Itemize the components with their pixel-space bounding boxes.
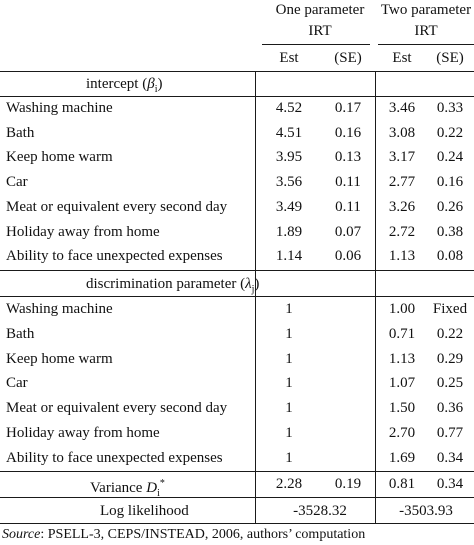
variance-se1: 0.19 [334,476,362,492]
row-se1: 0.13 [334,149,362,166]
row-label: Keep home warm [6,350,113,367]
discrimination-section-title: discrimination parameter (λj) [86,276,260,295]
loglik-value2: -3503.93 [399,503,453,519]
model1-header-rule [262,44,370,45]
est-header-1: Est [279,50,299,66]
row-label: Car [6,174,28,191]
model2-title-line2: IRT [414,23,438,39]
row-est2: 1.13 [388,248,416,265]
est-header-2: Est [392,50,412,66]
row-est1: 1 [285,375,293,392]
row-label: Holiday away from home [6,223,160,240]
row-se2: 0.29 [436,350,464,367]
row-label: Washing machine [6,301,113,317]
label-column-rule [255,71,256,524]
intercept-bottom-rule [0,270,474,271]
intercept-title-rule [0,96,474,97]
row-est2: 3.46 [388,100,416,116]
row-label: Ability to face unexpected expenses [6,449,223,466]
row-se1: 0.11 [335,198,361,215]
row-est1: 4.51 [275,124,303,141]
row-est2: 3.17 [388,149,416,166]
row-est1: 1 [285,449,293,466]
row-se2: 0.25 [436,375,464,392]
row-se2: 0.24 [436,149,464,166]
row-label: Ability to face unexpected expenses [6,248,223,265]
table-bottom-rule [0,523,474,524]
row-label: Meat or equivalent every second day [6,198,228,215]
source-note: Source: PSELL-3, CEPS/INSTEAD, 2006, aut… [2,527,366,542]
variance-label: Variance Di* [90,478,165,499]
row-est1: 4.52 [275,100,303,116]
row-label: Bath [6,124,35,141]
row-est2: 2.72 [388,223,416,240]
row-label: Holiday away from home [6,425,160,441]
model1-title-line1: One parameter [275,2,365,18]
row-se2: 0.33 [436,100,464,116]
row-se1: 0.07 [334,223,362,240]
row-est1: 1 [285,425,293,441]
row-se2: 0.22 [436,124,464,141]
row-est2: 1.07 [388,375,416,392]
variance-est2: 0.81 [388,476,416,492]
row-label: Bath [6,325,35,342]
row-se2: 0.77 [436,425,464,441]
row-est1: 1 [285,301,293,317]
discrimination-title-rule [0,296,474,297]
row-label: Car [6,375,28,392]
model2-title-line1: Two parameter [380,2,472,18]
row-se1: 0.11 [335,174,361,191]
row-est1: 1.89 [275,223,303,240]
row-est1: 1 [285,325,293,342]
row-se1: 0.16 [334,124,362,141]
row-est2: 1.13 [388,350,416,367]
se-header-1: (SE) [334,50,362,66]
row-label: Keep home warm [6,149,113,166]
loglik-value1: -3528.32 [293,503,347,519]
row-label: Washing machine [6,100,113,116]
loglik-label: Log likelihood [100,503,189,519]
row-est1: 1 [285,350,293,367]
variance-bottom-rule [0,497,474,498]
row-se2: 0.26 [436,198,464,215]
row-est2: 2.70 [388,425,416,441]
row-est2: 1.00 [388,301,416,317]
discrimination-bottom-rule [0,471,474,472]
variance-est1: 2.28 [275,476,303,492]
row-se2: 0.36 [436,400,464,417]
row-est1: 3.95 [275,149,303,166]
header-bottom-rule [0,71,474,72]
row-est2: 0.71 [388,325,416,342]
model2-header-rule [378,44,474,45]
row-est2: 3.08 [388,124,416,141]
row-est1: 3.49 [275,198,303,215]
model1-title-line2: IRT [308,23,332,39]
row-est1: 3.56 [275,174,303,191]
row-label: Meat or equivalent every second day [6,400,228,417]
row-est2: 1.69 [388,449,416,466]
intercept-section-title: intercept (βi) [86,76,163,95]
se-header-2: (SE) [436,50,464,66]
model-divider-rule [375,71,376,524]
row-se2: 0.16 [436,174,464,191]
row-est1: 1.14 [275,248,303,265]
row-se2: 0.08 [436,248,464,265]
row-est2: 1.50 [388,400,416,417]
row-se1: 0.17 [334,100,362,116]
variance-se2: 0.34 [436,476,464,492]
row-se1: 0.06 [334,248,362,265]
row-se2: 0.38 [436,223,464,240]
row-se2: 0.34 [436,449,464,466]
row-est1: 1 [285,400,293,417]
row-est2: 2.77 [388,174,416,191]
row-est2: 3.26 [388,198,416,215]
row-se2: 0.22 [436,325,464,342]
row-se2: Fixed [432,301,468,317]
